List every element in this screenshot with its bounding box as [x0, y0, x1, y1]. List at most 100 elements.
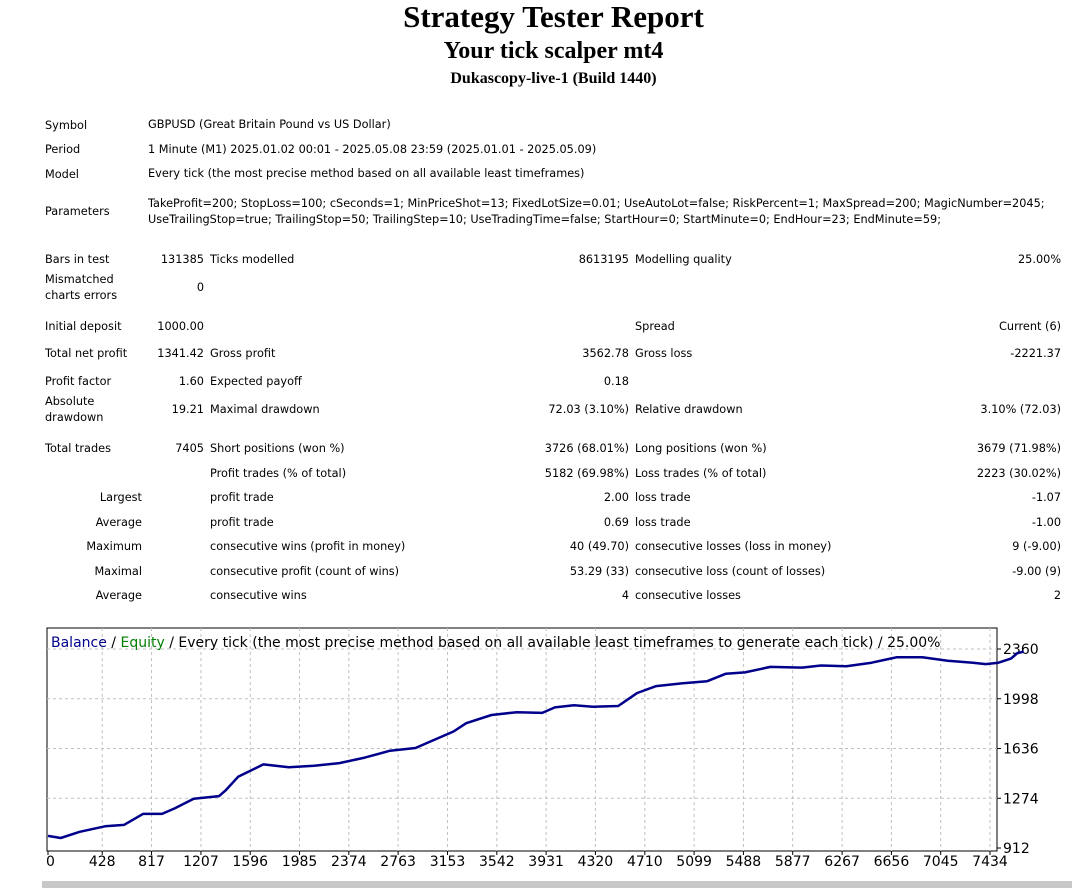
stat-label: Average — [95, 515, 142, 529]
stat-label: profit trade — [210, 515, 274, 529]
stats-row: Profit factor 1.60 Expected payoff 0.18 — [42, 370, 1064, 395]
stat-label: consecutive profit (count of wins) — [210, 564, 400, 578]
stat-label: Maximum — [86, 540, 142, 554]
stat-label: Total net profit — [45, 347, 128, 361]
stat-label: Spread — [635, 319, 675, 333]
info-row: Symbol GBPUSD (Great Britain Pound vs US … — [42, 113, 1064, 138]
stat-label: consecutive wins (profit in money) — [210, 540, 406, 554]
x-tick-label: 1207 — [183, 854, 219, 870]
balance-chart: 0 428 817 1207 1596 1985 2374 2763 3153 3542 3931 4… — [46, 627, 1039, 870]
x-tick-label: 6267 — [824, 854, 860, 870]
stat-value — [145, 534, 207, 559]
stats-row: Bars in test 131385 Ticks modelled 8613195 M… — [42, 248, 1064, 273]
stat-value: 9 (-9.00) — [1012, 540, 1062, 554]
legend-separator: / — [107, 635, 121, 651]
x-tick-label: 1985 — [282, 854, 318, 870]
stat-label: consecutive losses (loss in money) — [635, 540, 832, 554]
info-row: Parameters TakeProfit=200; StopLoss=100; … — [42, 187, 1064, 237]
stats-row: Mismatched charts errors 0 — [42, 272, 1064, 303]
stat-label: Short positions (won %) — [210, 442, 345, 456]
stat-value — [145, 583, 207, 608]
stat-label: Bars in test — [45, 253, 110, 267]
legend-balance: Balance — [51, 635, 107, 651]
stat-value: 4 — [621, 589, 629, 603]
horizontal-scrollbar[interactable] — [42, 881, 1072, 888]
server-build: Dukascopy-live-1 (Build 1440) — [450, 70, 657, 87]
stat-value: -1.00 — [1031, 515, 1062, 529]
stat-value: Current (6) — [999, 319, 1062, 333]
stat-label: consecutive wins — [210, 589, 307, 603]
section-spacer — [42, 425, 1064, 436]
stat-label: Initial deposit — [45, 319, 122, 333]
stats-row: Profit trades (% of total) 5182 (69.98%) L… — [42, 461, 1064, 486]
x-tick-label: 3931 — [528, 854, 564, 870]
info-value: Every tick (the most precise method base… — [148, 167, 585, 181]
x-tick-label: 4710 — [627, 854, 663, 870]
stat-label — [632, 272, 862, 303]
stat-value: 8613195 — [578, 253, 629, 267]
legend-equity: Equity — [120, 635, 164, 651]
stat-value — [145, 461, 207, 486]
stat-value: 2 — [1053, 589, 1062, 603]
x-tick-label: 7434 — [972, 854, 1008, 870]
stats-row: Maximum consecutive wins (profit in money… — [42, 534, 1064, 559]
stat-value: 7405 — [175, 442, 204, 456]
stat-label: loss trade — [635, 491, 691, 505]
x-tick-label: 3542 — [479, 854, 515, 870]
x-tick-label: 817 — [138, 854, 165, 870]
stat-label: Modelling quality — [635, 253, 732, 267]
stat-label: Gross profit — [210, 347, 276, 361]
stat-value — [437, 272, 632, 303]
balance-line — [47, 650, 1024, 840]
x-tick-label: 5877 — [775, 854, 811, 870]
stat-label: Mismatched charts errors — [45, 273, 118, 302]
info-label: Model — [45, 167, 79, 181]
stat-value: -1.07 — [1031, 491, 1062, 505]
stat-label — [632, 370, 862, 395]
info-row: Period 1 Minute (M1) 2025.01.02 00:01 - 2… — [42, 138, 1064, 163]
stat-label — [207, 272, 437, 303]
x-tick-label: 3153 — [430, 854, 466, 870]
stat-value — [145, 559, 207, 584]
y-tick-label: 2360 — [1003, 642, 1039, 658]
stat-label: Loss trades (% of total) — [635, 466, 767, 480]
stat-label: Profit factor — [45, 375, 112, 389]
stat-label: Maximal — [94, 564, 142, 578]
info-label: Parameters — [45, 205, 110, 218]
stat-label: Ticks modelled — [210, 253, 295, 267]
stats-row: Largest profit trade 2.00 loss trade -1.07 — [42, 485, 1064, 510]
plot-area — [46, 627, 998, 852]
stat-value — [145, 510, 207, 535]
stat-label: Gross loss — [635, 347, 693, 361]
stat-value — [862, 370, 1064, 395]
y-tick-label: 1636 — [1003, 742, 1039, 758]
stat-value: 0.18 — [603, 375, 629, 389]
info-label: Period — [45, 143, 81, 157]
stats-row: Initial deposit 1000.00 Spread Current (6) — [42, 314, 1064, 339]
chart-legend: Balance / Equity / Every tick (the most … — [51, 635, 940, 651]
info-value: 1 Minute (M1) 2025.01.02 00:01 - 2025.05… — [148, 142, 597, 156]
stats-row: Total trades 7405 Short positions (won %) 3… — [42, 436, 1064, 461]
x-tick-label: 6656 — [874, 854, 910, 870]
stat-value: 5182 (69.98%) — [544, 466, 629, 480]
stats-row: Total net profit 1341.42 Gross profit 3562.… — [42, 339, 1064, 370]
stats-row: Maximal consecutive profit (count of wins… — [42, 559, 1064, 584]
stats-row: Average profit trade 0.69 loss trade -1.00 — [42, 510, 1064, 535]
section-spacer — [42, 237, 1064, 248]
y-tick-label: 1274 — [1003, 791, 1039, 807]
stat-value: 3726 (68.01%) — [544, 442, 629, 456]
info-value: TakeProfit=200; StopLoss=100; cSeconds=1… — [148, 196, 1045, 226]
stat-value: 3.10% (72.03) — [980, 402, 1062, 416]
stat-label: Total trades — [45, 442, 111, 456]
legend-description: / Every tick (the most precise method ba… — [165, 635, 941, 651]
report-title: Strategy Tester Report — [403, 0, 704, 34]
stat-value — [437, 314, 632, 339]
x-tick-label: 0 — [46, 854, 55, 870]
stat-value — [862, 272, 1064, 303]
stat-label: consecutive loss (count of losses) — [635, 564, 826, 578]
stat-value: 1341.42 — [157, 347, 204, 361]
x-tick-label: 7045 — [923, 854, 959, 870]
stat-label: Long positions (won %) — [635, 442, 767, 456]
expert-name: Your tick scalper mt4 — [443, 38, 664, 64]
info-label: Symbol — [45, 118, 88, 132]
